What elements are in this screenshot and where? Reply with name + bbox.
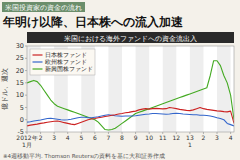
x-tick-label: 4 xyxy=(66,134,70,141)
x-tick-label-line: 6 xyxy=(93,134,97,141)
series-line xyxy=(27,113,234,126)
title-tag: 米国投資家の資金の流れ xyxy=(5,4,82,12)
legend: 日本株ファンド欧州株ファンド新興国株ファンド xyxy=(30,49,95,75)
legend-swatch xyxy=(33,61,43,62)
legend-box xyxy=(30,49,95,75)
x-tick-label: 2 xyxy=(202,134,206,141)
x-tick-label-line: 12 xyxy=(172,134,180,141)
month-stripe xyxy=(108,46,122,132)
x-tick-label: 2012年1月 xyxy=(16,134,37,148)
x-tick-label-line: 2 xyxy=(202,134,206,141)
x-tick-label-line: 3 xyxy=(52,134,56,141)
x-tick-label: 12 xyxy=(172,134,180,141)
x-tick-label: 2 xyxy=(39,134,43,141)
y-tick-label: 25 xyxy=(16,54,24,62)
legend-swatch xyxy=(33,68,43,69)
plot-frame xyxy=(27,46,234,132)
subtitle-bar xyxy=(27,32,234,43)
y-tick-label: 20 xyxy=(16,67,24,75)
legend-label: 新興国株ファンド xyxy=(45,65,93,72)
series-line xyxy=(27,61,234,130)
x-tick-label-line: 1月 xyxy=(22,141,32,148)
chart: 米国投資家の資金の流れ年明け以降、日本株への流入加速米国における海外ファンドへの… xyxy=(0,0,240,160)
y-tick-label: 10 xyxy=(16,91,24,99)
x-tick-label-line: 11 xyxy=(159,134,167,141)
y-tick-label: 5 xyxy=(20,104,24,112)
month-stripe xyxy=(163,46,177,132)
x-tick-label-line: 4 xyxy=(66,134,70,141)
x-tick-label: 4 xyxy=(229,134,233,141)
x-tick-label-line: 10 xyxy=(145,134,153,141)
legend-label: 欧州株ファンド xyxy=(45,58,87,65)
month-stripe xyxy=(136,46,150,132)
x-tick-label: 8 xyxy=(120,134,124,141)
x-tick-label: 3 xyxy=(52,134,56,141)
x-tick-label-line: 5 xyxy=(79,134,83,141)
month-stripe xyxy=(190,46,204,132)
legend-label: 日本株ファンド xyxy=(45,51,87,58)
x-tick-label: 9 xyxy=(134,134,138,141)
subtitle: 米国における海外ファンドへの資金流出入 xyxy=(64,35,197,43)
x-tick-label-line: 3 xyxy=(215,134,219,141)
title: 年明け以降、日本株への流入加速 xyxy=(2,15,183,29)
plot-area xyxy=(27,46,234,132)
x-tick-label: 131 xyxy=(186,134,194,148)
x-tick-label-line: 4 xyxy=(229,134,233,141)
y-tick-label: 0 xyxy=(20,116,24,124)
x-tick-label-line: 8 xyxy=(120,134,124,141)
x-tick-label: 6 xyxy=(93,134,97,141)
x-tick-label-line: 7 xyxy=(107,134,111,141)
y-tick-label: 15 xyxy=(16,79,24,87)
title-tag-box xyxy=(2,2,85,12)
x-tick-label: 5 xyxy=(79,134,83,141)
x-tick-label-line: 2 xyxy=(39,134,43,141)
x-tick-label: 10 xyxy=(145,134,153,141)
x-tick-label-line: 1 xyxy=(188,141,192,148)
legend-swatch xyxy=(33,54,43,55)
y-tick-label: 30 xyxy=(16,42,24,50)
x-tick-label: 7 xyxy=(107,134,111,141)
footnote: ※4週移動平均. Thomson Reutersの資料を基に大和証券作成 xyxy=(3,153,165,160)
y-axis-label: 億ドル、週次 xyxy=(1,68,9,110)
series-group xyxy=(27,61,234,130)
x-tick-label: 3 xyxy=(215,134,219,141)
series-line xyxy=(27,107,234,125)
x-tick-label: 11 xyxy=(159,134,167,141)
x-tick-label-line: 9 xyxy=(134,134,138,141)
